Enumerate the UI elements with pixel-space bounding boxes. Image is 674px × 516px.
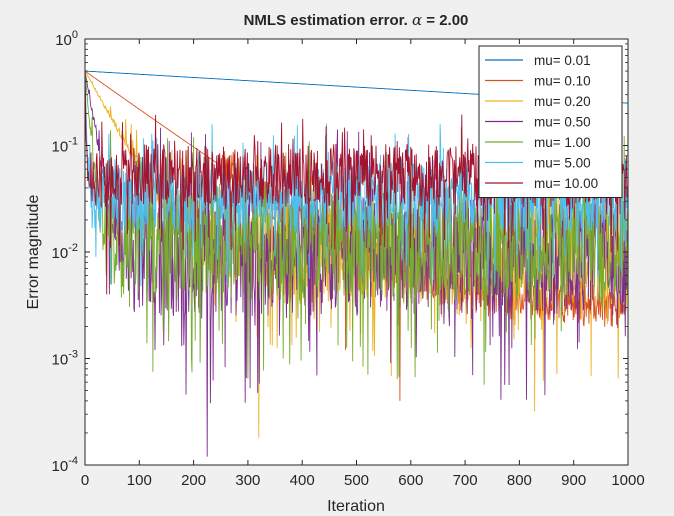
y-tick-label: 10-1 [52, 136, 78, 156]
x-tick-label: 0 [81, 472, 89, 489]
chart-title: NMLS estimation error. α = 2.00 [244, 11, 469, 29]
y-tick-labels: 100 10-1 10-2 10-3 10-4 [52, 29, 78, 475]
y-tick-label: 10-4 [52, 455, 78, 475]
x-tick-labels: 0 100 200 300 400 500 600 700 800 900 1000 [81, 472, 645, 489]
title-alpha-symbol: α [412, 11, 422, 29]
x-tick-label: 800 [507, 472, 532, 489]
title-prefix: NMLS estimation error. [244, 12, 412, 29]
x-tick-label: 400 [290, 472, 315, 489]
legend-label: mu= 0.10 [534, 74, 591, 89]
x-tick-label: 500 [344, 472, 369, 489]
series-line [84, 70, 629, 385]
legend-label: mu= 0.01 [534, 53, 591, 68]
x-axis-label: Iteration [327, 498, 385, 515]
legend[interactable]: mu= 0.01 mu= 0.10 mu= 0.20 mu= 0.50 mu= 1.00… [478, 45, 623, 198]
x-tick-label: 200 [181, 472, 206, 489]
legend-label: mu= 0.20 [534, 94, 591, 109]
y-axis-label: Error magnitude [25, 195, 42, 310]
x-tick-label: 700 [453, 472, 478, 489]
x-tick-label: 300 [235, 472, 260, 489]
x-tick-label: 600 [398, 472, 423, 489]
y-tick-label: 100 [55, 29, 78, 49]
plot-frame [84, 38, 629, 466]
y-tick-label: 10-3 [52, 349, 78, 369]
x-tick-label: 1000 [611, 472, 644, 489]
legend-label: mu= 5.00 [534, 156, 591, 171]
x-tick-label: 900 [561, 472, 586, 489]
legend-label: mu= 1.00 [534, 135, 591, 150]
y-tick-label: 10-2 [52, 242, 78, 262]
x-tick-label: 100 [127, 472, 152, 489]
legend-label: mu= 0.50 [534, 115, 591, 130]
title-suffix: = 2.00 [422, 12, 468, 29]
legend-label: mu= 10.00 [534, 176, 598, 191]
